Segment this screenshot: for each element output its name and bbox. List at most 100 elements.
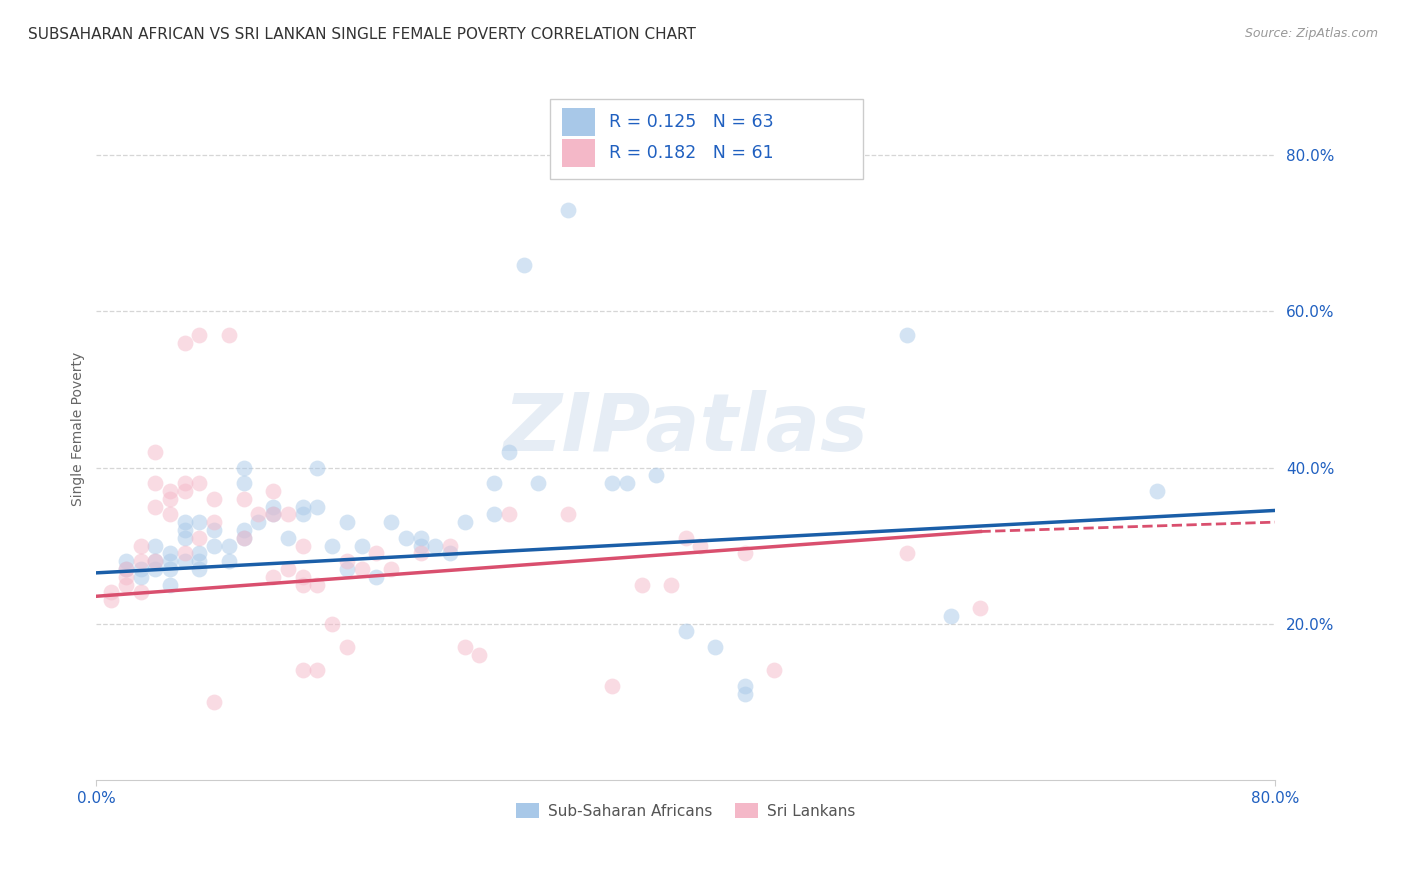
Point bbox=[143, 445, 166, 459]
Point bbox=[512, 258, 534, 272]
Point bbox=[1146, 483, 1168, 498]
Point bbox=[630, 577, 652, 591]
Text: ZIPatlas: ZIPatlas bbox=[503, 390, 869, 467]
Point bbox=[291, 539, 314, 553]
Point bbox=[159, 483, 181, 498]
Point bbox=[173, 335, 195, 350]
Point bbox=[454, 640, 477, 654]
Point bbox=[336, 515, 359, 529]
Text: R = 0.125   N = 63: R = 0.125 N = 63 bbox=[609, 112, 773, 130]
Point bbox=[262, 508, 284, 522]
Point bbox=[262, 500, 284, 514]
Point bbox=[218, 539, 240, 553]
Point bbox=[321, 616, 343, 631]
Point bbox=[704, 640, 727, 654]
Point bbox=[734, 679, 756, 693]
Point bbox=[336, 562, 359, 576]
Point bbox=[173, 515, 195, 529]
Legend: Sub-Saharan Africans, Sri Lankans: Sub-Saharan Africans, Sri Lankans bbox=[510, 797, 862, 824]
Point bbox=[277, 531, 299, 545]
Point bbox=[336, 640, 359, 654]
FancyBboxPatch shape bbox=[550, 98, 862, 179]
Point bbox=[616, 476, 638, 491]
Point bbox=[939, 608, 962, 623]
Point bbox=[100, 585, 122, 599]
Point bbox=[188, 476, 211, 491]
Point bbox=[188, 327, 211, 342]
Point bbox=[482, 476, 505, 491]
Point bbox=[114, 562, 136, 576]
Point bbox=[114, 562, 136, 576]
Point bbox=[366, 570, 388, 584]
Point bbox=[409, 531, 432, 545]
Point bbox=[159, 508, 181, 522]
Point bbox=[218, 327, 240, 342]
Point bbox=[232, 531, 254, 545]
Point bbox=[291, 508, 314, 522]
Point bbox=[202, 539, 225, 553]
Point bbox=[321, 539, 343, 553]
Point bbox=[734, 687, 756, 701]
Y-axis label: Single Female Poverty: Single Female Poverty bbox=[72, 351, 86, 506]
Text: R = 0.182   N = 61: R = 0.182 N = 61 bbox=[609, 144, 773, 161]
Point bbox=[307, 664, 329, 678]
Point bbox=[307, 577, 329, 591]
Point bbox=[188, 554, 211, 568]
Bar bbox=[562, 138, 595, 167]
Point bbox=[232, 523, 254, 537]
Text: SUBSAHARAN AFRICAN VS SRI LANKAN SINGLE FEMALE POVERTY CORRELATION CHART: SUBSAHARAN AFRICAN VS SRI LANKAN SINGLE … bbox=[28, 27, 696, 42]
Point bbox=[143, 554, 166, 568]
Point bbox=[498, 508, 520, 522]
Point bbox=[129, 562, 152, 576]
Point bbox=[380, 515, 402, 529]
Point bbox=[114, 577, 136, 591]
Point bbox=[202, 523, 225, 537]
Point bbox=[202, 491, 225, 506]
Point bbox=[173, 483, 195, 498]
Point bbox=[291, 577, 314, 591]
Point bbox=[969, 601, 991, 615]
Point bbox=[262, 570, 284, 584]
Point bbox=[143, 539, 166, 553]
Point bbox=[600, 679, 623, 693]
Point bbox=[439, 539, 461, 553]
Point bbox=[247, 508, 270, 522]
Point bbox=[262, 483, 284, 498]
Point bbox=[173, 546, 195, 560]
Point bbox=[159, 562, 181, 576]
Point bbox=[129, 539, 152, 553]
Point bbox=[689, 539, 711, 553]
Point bbox=[143, 500, 166, 514]
Point bbox=[350, 539, 373, 553]
Point bbox=[395, 531, 418, 545]
Point bbox=[218, 554, 240, 568]
Point bbox=[159, 491, 181, 506]
Point bbox=[247, 515, 270, 529]
Point bbox=[498, 445, 520, 459]
Point bbox=[896, 327, 918, 342]
Point bbox=[734, 546, 756, 560]
Point bbox=[425, 539, 447, 553]
Point bbox=[188, 562, 211, 576]
Point bbox=[277, 508, 299, 522]
Point bbox=[159, 554, 181, 568]
Point bbox=[202, 515, 225, 529]
Text: Source: ZipAtlas.com: Source: ZipAtlas.com bbox=[1244, 27, 1378, 40]
Point bbox=[645, 468, 668, 483]
Point bbox=[232, 460, 254, 475]
Point bbox=[439, 546, 461, 560]
Point bbox=[232, 491, 254, 506]
Point bbox=[291, 570, 314, 584]
Point bbox=[143, 562, 166, 576]
Point bbox=[202, 695, 225, 709]
Point bbox=[557, 508, 579, 522]
Point bbox=[173, 476, 195, 491]
Point bbox=[129, 570, 152, 584]
Point bbox=[173, 531, 195, 545]
Point bbox=[129, 585, 152, 599]
Point bbox=[114, 554, 136, 568]
Point bbox=[159, 546, 181, 560]
Point bbox=[188, 531, 211, 545]
Point bbox=[763, 664, 786, 678]
Point bbox=[232, 476, 254, 491]
